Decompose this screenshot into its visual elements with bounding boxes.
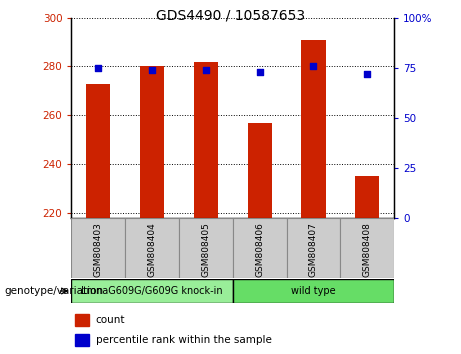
Bar [179, 218, 233, 278]
Bar [86, 84, 111, 218]
Bar [248, 122, 272, 218]
Text: genotype/variation: genotype/variation [5, 286, 104, 296]
Text: GDS4490 / 10587653: GDS4490 / 10587653 [156, 9, 305, 23]
Point [364, 71, 371, 76]
Point [202, 67, 210, 73]
Bar [355, 176, 379, 218]
Bar [71, 218, 125, 278]
Text: LmnaG609G/G609G knock-in: LmnaG609G/G609G knock-in [81, 286, 223, 296]
Bar [75, 334, 89, 346]
Point [95, 65, 102, 70]
Bar [75, 314, 89, 326]
Text: count: count [96, 315, 125, 325]
Text: percentile rank within the sample: percentile rank within the sample [96, 335, 272, 345]
Bar [233, 218, 287, 278]
Text: GSM808403: GSM808403 [94, 223, 103, 278]
Bar [194, 62, 218, 218]
Text: GSM808406: GSM808406 [255, 223, 264, 278]
Point [310, 63, 317, 69]
Bar [301, 40, 325, 218]
Text: GSM808404: GSM808404 [148, 223, 157, 277]
Point [148, 67, 156, 73]
Bar [125, 218, 179, 278]
Bar [340, 218, 394, 278]
Bar [140, 67, 164, 218]
Text: GSM808405: GSM808405 [201, 223, 210, 278]
Bar [287, 218, 340, 278]
Text: wild type: wild type [291, 286, 336, 296]
Point [256, 69, 263, 75]
Text: GSM808407: GSM808407 [309, 223, 318, 278]
Bar [71, 279, 233, 303]
Bar [233, 279, 394, 303]
Text: GSM808408: GSM808408 [363, 223, 372, 278]
